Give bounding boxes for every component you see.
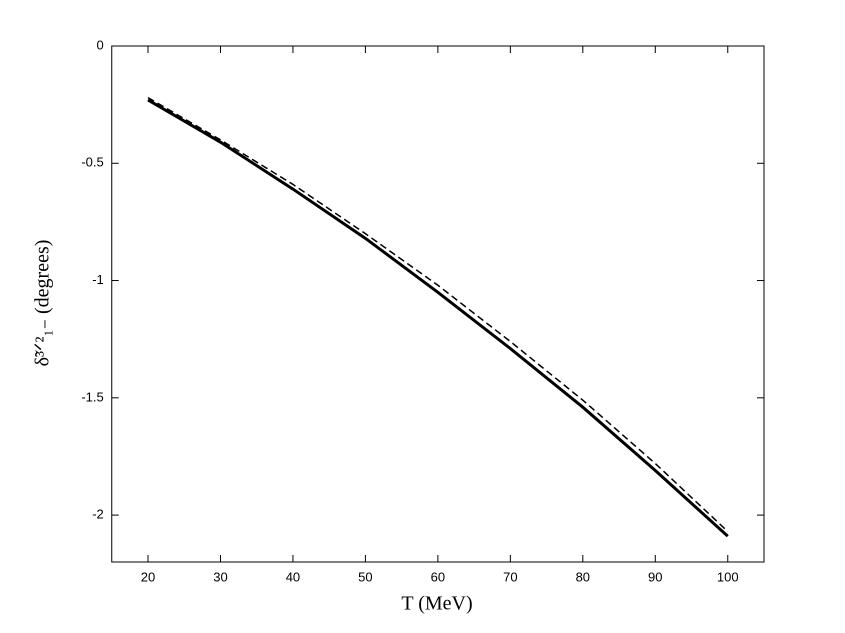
y-axis-label: δ̃³ᐟ²₁₋ (degrees) — [32, 240, 54, 367]
y-tick-label: 0 — [97, 37, 104, 52]
y-tick-label: -1.5 — [81, 389, 103, 404]
y-tick-label: -0.5 — [81, 155, 103, 170]
x-tick-label: 50 — [358, 569, 372, 584]
x-tick-label: 90 — [648, 569, 662, 584]
x-tick-label: 70 — [503, 569, 517, 584]
x-tick-label: 20 — [141, 569, 155, 584]
x-tick-label: 60 — [431, 569, 445, 584]
line-series — [147, 98, 729, 538]
y-tick-label: -1 — [92, 272, 104, 287]
x-axis-label: T (MeV) — [401, 593, 472, 615]
line-series — [147, 96, 729, 533]
x-tick-label: 30 — [213, 569, 227, 584]
x-tick-label: 100 — [717, 569, 739, 584]
y-tick-label: -2 — [92, 507, 104, 522]
x-tick-label: 40 — [286, 569, 300, 584]
x-tick-label: 80 — [576, 569, 590, 584]
